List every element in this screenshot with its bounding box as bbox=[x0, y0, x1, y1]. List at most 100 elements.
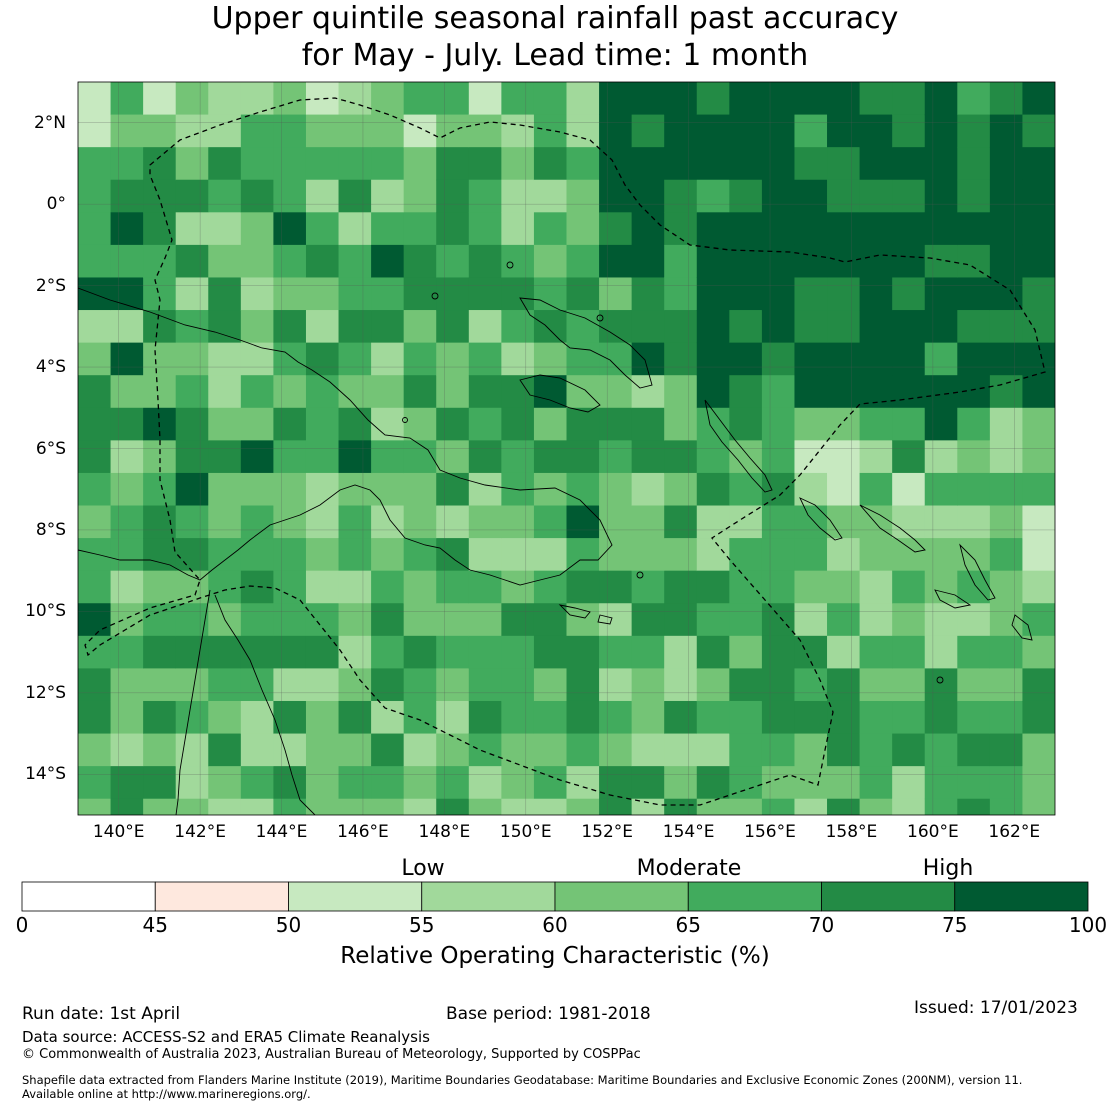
grid-cell bbox=[273, 570, 307, 604]
grid-cell bbox=[599, 700, 633, 735]
grid-cell bbox=[566, 212, 600, 246]
grid-cell bbox=[240, 733, 274, 767]
grid-cell bbox=[957, 277, 991, 311]
grid-cell bbox=[827, 538, 861, 572]
colorbar-segment bbox=[421, 881, 556, 912]
grid-cell bbox=[78, 570, 112, 604]
grid-cell bbox=[827, 440, 861, 474]
grid-cell bbox=[1022, 440, 1055, 474]
grid-cell bbox=[175, 342, 209, 376]
grid-cell bbox=[599, 244, 633, 278]
grid-cell bbox=[664, 82, 698, 116]
grid-cell bbox=[240, 244, 274, 278]
grid-cell bbox=[761, 375, 795, 409]
grid-cell bbox=[371, 342, 405, 376]
grid-cell bbox=[533, 82, 567, 116]
grid-cell bbox=[729, 635, 763, 669]
grid-cell bbox=[501, 440, 535, 474]
grid-cell bbox=[501, 179, 535, 213]
grid-cell bbox=[599, 505, 633, 539]
grid-cell bbox=[468, 82, 502, 116]
grid-cell bbox=[403, 375, 437, 409]
grid-cell bbox=[208, 82, 242, 116]
grid-cell bbox=[436, 407, 470, 441]
band-label-high: High bbox=[922, 856, 974, 881]
grid-cell bbox=[78, 668, 112, 702]
grid-cell bbox=[533, 635, 567, 669]
grid-cell bbox=[696, 407, 730, 441]
grid-cell bbox=[827, 310, 861, 344]
grid-cell bbox=[599, 212, 633, 246]
grid-cell bbox=[729, 179, 763, 213]
grid-cell bbox=[110, 635, 144, 669]
grid-cell bbox=[110, 603, 144, 637]
grid-cell bbox=[566, 700, 600, 735]
louisiade-archipelago bbox=[558, 604, 613, 625]
colorbar bbox=[21, 881, 1089, 912]
grid-cell bbox=[924, 407, 958, 441]
grid-cell bbox=[664, 635, 698, 669]
colorbar-segment bbox=[821, 881, 956, 912]
grid-cell bbox=[436, 147, 470, 181]
grid-cell bbox=[729, 700, 763, 735]
grid-cell bbox=[208, 310, 242, 344]
grid-cell bbox=[729, 538, 763, 572]
grid-cell bbox=[924, 277, 958, 311]
grid-cell bbox=[924, 147, 958, 181]
grid-cell bbox=[175, 277, 209, 311]
grid-cell bbox=[143, 570, 177, 604]
grid-cell bbox=[696, 668, 730, 702]
grid-cell bbox=[403, 244, 437, 278]
grid-cell bbox=[78, 472, 112, 507]
grid-cell bbox=[533, 179, 567, 213]
grid-cell bbox=[696, 538, 730, 572]
grid-cell bbox=[957, 212, 991, 246]
grid-cell bbox=[436, 570, 470, 604]
grid-cell bbox=[989, 668, 1023, 702]
grid-cell bbox=[989, 733, 1023, 767]
grid-cell bbox=[78, 310, 112, 344]
grid-cell bbox=[664, 179, 698, 213]
grid-cell bbox=[1022, 375, 1055, 409]
grid-cell bbox=[794, 505, 828, 539]
colorbar-label: Relative Operating Characteristic (%) bbox=[340, 943, 770, 969]
grid-cell bbox=[533, 538, 567, 572]
grid-cell bbox=[143, 114, 177, 148]
grid-cell bbox=[566, 635, 600, 669]
grid-cell bbox=[208, 570, 242, 604]
grid-cell bbox=[468, 277, 502, 311]
grid-cell bbox=[827, 114, 861, 148]
grid-cell bbox=[599, 635, 633, 669]
grid-cell bbox=[827, 212, 861, 246]
grid-cell bbox=[338, 179, 372, 213]
grid-cell bbox=[208, 147, 242, 181]
grid-cell bbox=[599, 570, 633, 604]
grid-cell bbox=[78, 114, 112, 148]
grid-cell bbox=[957, 114, 991, 148]
grid-cell bbox=[403, 700, 437, 735]
grid-cell bbox=[761, 603, 795, 637]
grid-cell bbox=[566, 733, 600, 767]
grid-cell bbox=[989, 114, 1023, 148]
grid-cell bbox=[631, 603, 665, 637]
grid-cell bbox=[566, 407, 600, 441]
grid-cell bbox=[631, 310, 665, 344]
grid-cell bbox=[827, 668, 861, 702]
grid-cell bbox=[566, 310, 600, 344]
grid-cell bbox=[240, 798, 274, 815]
grid-cell bbox=[78, 733, 112, 767]
grid-cell bbox=[273, 244, 307, 278]
grid-cell bbox=[892, 310, 926, 344]
grid-cell bbox=[761, 538, 795, 572]
grid-cell bbox=[175, 766, 209, 800]
grid-cell bbox=[273, 603, 307, 637]
grid-cell bbox=[371, 375, 405, 409]
grid-cell bbox=[794, 277, 828, 311]
grid-cell bbox=[631, 700, 665, 735]
grid-cell bbox=[533, 342, 567, 376]
grid-cell bbox=[240, 310, 274, 344]
grid-cell bbox=[273, 472, 307, 507]
grid-cell bbox=[1022, 407, 1055, 441]
grid-cell bbox=[305, 407, 340, 441]
grid-cell bbox=[859, 766, 893, 800]
